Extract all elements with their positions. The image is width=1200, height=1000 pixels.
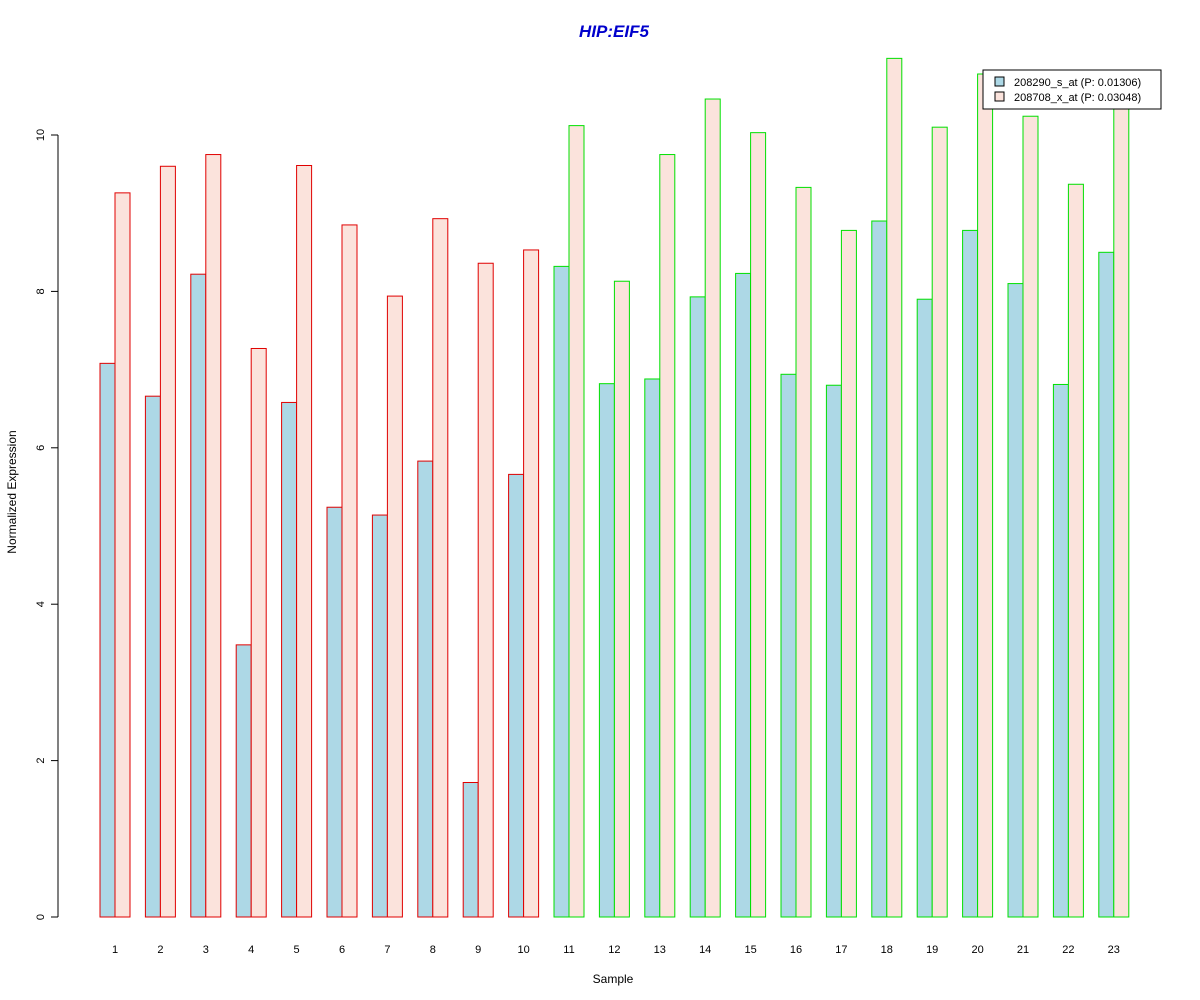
bar-sample-23-series-2: [1113, 104, 1130, 918]
bar-sample-8-series-2: [432, 218, 449, 918]
bar-sample-7-series-2: [386, 295, 403, 918]
bar-sample-1-series-2: [114, 192, 131, 918]
bar-sample-23-series-1: [1098, 251, 1115, 918]
legend-swatch-208708: [994, 91, 1005, 102]
y-axis: 0 2 4 6 8 10: [35, 129, 59, 920]
bar-sample-4-series-1: [235, 644, 252, 918]
bar-sample-3-series-2: [205, 154, 222, 918]
bar-sample-3-series-1: [190, 273, 207, 918]
bar-sample-15-series-2: [750, 132, 767, 918]
bar-sample-6-series-1: [326, 506, 343, 918]
x-tick-label: 10: [517, 944, 529, 956]
x-tick-label: 3: [203, 944, 209, 956]
bar-sample-19-series-2: [931, 126, 948, 918]
bar-sample-20-series-1: [962, 229, 979, 918]
legend: 208290_s_at (P: 0.01306) 208708_x_at (P:…: [982, 69, 1162, 110]
x-tick-label: 22: [1062, 944, 1074, 956]
legend-label-208708: 208708_x_at (P: 0.03048): [1014, 92, 1141, 104]
x-tick-label: 17: [835, 944, 847, 956]
x-tick-label: 16: [790, 944, 802, 956]
y-tick-label: 4: [35, 601, 47, 607]
x-tick-label: 13: [654, 944, 666, 956]
x-tick-label: 2: [157, 944, 163, 956]
bar-sample-5-series-2: [296, 164, 313, 918]
bar-sample-5-series-1: [281, 401, 298, 918]
bar-sample-10-series-2: [523, 249, 540, 918]
y-tick-label: 10: [35, 129, 47, 141]
bar-sample-16-series-2: [795, 186, 812, 918]
x-tick-label: 18: [881, 944, 893, 956]
x-tick-label: 14: [699, 944, 711, 956]
x-tick-label: 23: [1108, 944, 1120, 956]
legend-label-208290: 208290_s_at (P: 0.01306): [1014, 77, 1141, 89]
bar-sample-16-series-1: [780, 373, 797, 918]
bar-sample-1-series-1: [99, 362, 116, 918]
chart-title: HIP:EIF5: [579, 22, 649, 41]
x-tick-label: 20: [971, 944, 983, 956]
y-axis-title: Normalized Expression: [5, 430, 19, 553]
x-tick-label: 4: [248, 944, 254, 956]
y-tick-label: 0: [35, 914, 47, 920]
bar-sample-13-series-2: [659, 154, 676, 918]
bar-sample-10-series-1: [508, 473, 525, 918]
bar-sample-20-series-2: [977, 73, 994, 918]
bar-sample-11-series-1: [553, 265, 570, 918]
bar-sample-8-series-1: [417, 460, 434, 918]
x-tick-label: 21: [1017, 944, 1029, 956]
x-tick-label: 19: [926, 944, 938, 956]
bar-sample-21-series-2: [1022, 115, 1039, 918]
x-tick-label: 1: [112, 944, 118, 956]
legend-box: [982, 69, 1162, 110]
bar-sample-7-series-1: [371, 514, 388, 918]
legend-swatch-208290: [994, 76, 1005, 87]
y-tick-label: 2: [35, 758, 47, 764]
bar-sample-15-series-1: [735, 272, 752, 918]
x-axis-title: Sample: [593, 972, 634, 986]
bar-sample-22-series-2: [1067, 183, 1084, 918]
x-tick-label: 7: [384, 944, 390, 956]
bar-sample-13-series-1: [644, 378, 661, 918]
bar-sample-2-series-1: [144, 395, 161, 918]
x-axis-tick-labels: 1 2 3 4 5 6 7 8 9 10 11 12 13 14 15 16 17 18 19 20 21 22 23: [112, 944, 1120, 956]
x-tick-label: 8: [430, 944, 436, 956]
bar-sample-14-series-1: [689, 296, 706, 918]
y-tick-label: 6: [35, 445, 47, 451]
bar-sample-6-series-2: [341, 224, 358, 918]
x-tick-label: 9: [475, 944, 481, 956]
y-tick-label: 8: [35, 288, 47, 294]
x-tick-label: 11: [563, 944, 574, 956]
x-tick-label: 6: [339, 944, 345, 956]
bar-sample-17-series-2: [840, 229, 857, 918]
bar-sample-22-series-1: [1052, 383, 1069, 918]
bar-sample-9-series-2: [477, 262, 494, 918]
bar-sample-21-series-1: [1007, 283, 1024, 918]
bar-sample-2-series-2: [159, 165, 176, 918]
bar-sample-18-series-2: [886, 57, 903, 918]
bar-sample-11-series-2: [568, 125, 585, 918]
bar-sample-19-series-1: [916, 298, 933, 918]
bar-sample-4-series-2: [250, 347, 267, 918]
x-tick-label: 15: [744, 944, 756, 956]
x-tick-label: 5: [294, 944, 300, 956]
bar-sample-14-series-2: [704, 98, 721, 918]
bar-sample-18-series-1: [871, 220, 888, 918]
x-tick-label: 12: [608, 944, 620, 956]
bar-sample-12-series-2: [613, 280, 630, 918]
bar-sample-12-series-1: [598, 383, 615, 918]
bar-sample-9-series-1: [462, 781, 479, 918]
bar-sample-17-series-1: [825, 384, 842, 918]
bars: [99, 57, 1130, 918]
